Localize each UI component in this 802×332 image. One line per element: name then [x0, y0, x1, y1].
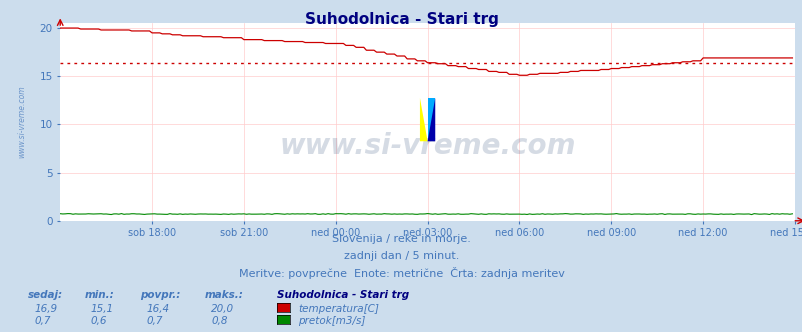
Polygon shape: [419, 98, 427, 141]
Text: temperatura[C]: temperatura[C]: [298, 304, 379, 314]
Text: 0,7: 0,7: [147, 316, 164, 326]
Polygon shape: [427, 98, 435, 141]
Text: 0,6: 0,6: [91, 316, 107, 326]
Text: www.si-vreme.com: www.si-vreme.com: [279, 132, 575, 160]
Text: Suhodolnica - Stari trg: Suhodolnica - Stari trg: [277, 290, 409, 300]
Text: pretok[m3/s]: pretok[m3/s]: [298, 316, 365, 326]
Text: 0,7: 0,7: [34, 316, 51, 326]
Polygon shape: [427, 98, 435, 141]
Text: sedaj:: sedaj:: [28, 290, 63, 300]
Text: zadnji dan / 5 minut.: zadnji dan / 5 minut.: [343, 251, 459, 261]
Text: Suhodolnica - Stari trg: Suhodolnica - Stari trg: [304, 12, 498, 27]
Text: 16,4: 16,4: [147, 304, 170, 314]
Text: Slovenija / reke in morje.: Slovenija / reke in morje.: [332, 234, 470, 244]
Text: 0,8: 0,8: [211, 316, 228, 326]
Text: Meritve: povprečne  Enote: metrične  Črta: zadnja meritev: Meritve: povprečne Enote: metrične Črta:…: [238, 267, 564, 279]
Text: 15,1: 15,1: [91, 304, 114, 314]
Text: www.si-vreme.com: www.si-vreme.com: [18, 86, 26, 158]
Text: min.:: min.:: [84, 290, 114, 300]
Text: 16,9: 16,9: [34, 304, 58, 314]
Text: povpr.:: povpr.:: [140, 290, 180, 300]
Text: maks.:: maks.:: [205, 290, 243, 300]
Text: 20,0: 20,0: [211, 304, 234, 314]
